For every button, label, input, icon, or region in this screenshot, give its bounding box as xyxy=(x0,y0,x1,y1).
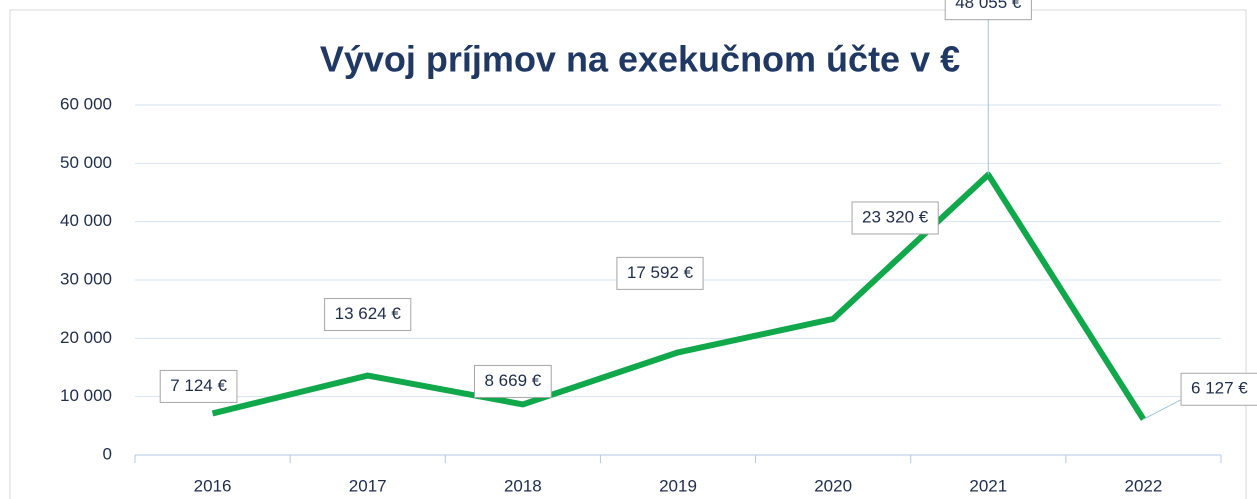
x-tick-label: 2022 xyxy=(1125,476,1163,495)
chart-title: Vývoj príjmov na exekučnom účte v € xyxy=(320,39,960,80)
data-label-box xyxy=(1180,372,1257,406)
y-tick-label: 50 000 xyxy=(60,153,112,172)
x-tick-label: 2020 xyxy=(814,476,852,495)
data-label: 13 624 € xyxy=(335,304,402,323)
data-label-box xyxy=(473,364,552,398)
x-tick-label: 2021 xyxy=(969,476,1007,495)
x-tick-label: 2017 xyxy=(349,476,387,495)
y-tick-label: 20 000 xyxy=(60,328,112,347)
data-label: 17 592 € xyxy=(627,263,694,282)
data-label: 23 320 € xyxy=(862,207,929,226)
y-tick-label: 40 000 xyxy=(60,211,112,230)
y-tick-label: 10 000 xyxy=(60,386,112,405)
data-label-box xyxy=(159,369,238,403)
data-label-box xyxy=(616,256,704,290)
y-tick-label: 30 000 xyxy=(60,269,112,288)
x-tick-label: 2018 xyxy=(504,476,542,495)
chart-border xyxy=(9,9,1247,499)
data-label-box xyxy=(851,201,939,235)
data-label: 6 127 € xyxy=(1191,379,1248,398)
x-tick-label: 2019 xyxy=(659,476,697,495)
data-label: 48 055 € xyxy=(955,0,1022,12)
data-label: 7 124 € xyxy=(170,376,227,395)
data-label: 8 669 € xyxy=(484,371,541,390)
data-label-box xyxy=(944,0,1032,21)
x-tick-label: 2016 xyxy=(194,476,232,495)
y-tick-label: 0 xyxy=(103,444,112,463)
y-tick-label: 60 000 xyxy=(60,94,112,113)
data-label-box xyxy=(324,298,412,332)
